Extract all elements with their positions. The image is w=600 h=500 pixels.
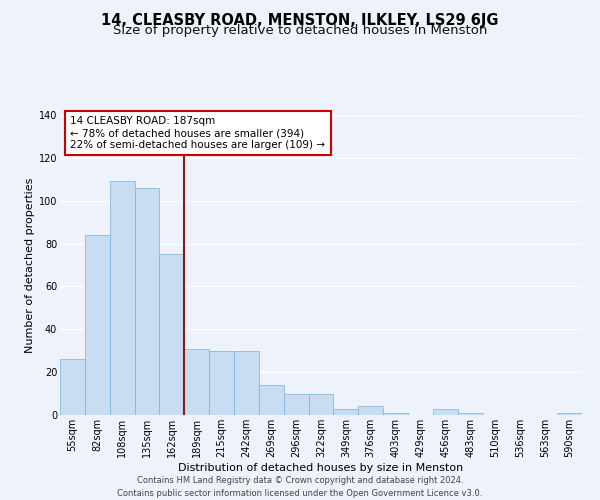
Bar xyxy=(358,406,383,415)
Text: 14, CLEASBY ROAD, MENSTON, ILKLEY, LS29 6JG: 14, CLEASBY ROAD, MENSTON, ILKLEY, LS29 … xyxy=(101,12,499,28)
Bar xyxy=(383,413,408,415)
Bar xyxy=(557,413,582,415)
Text: 14 CLEASBY ROAD: 187sqm
← 78% of detached houses are smaller (394)
22% of semi-d: 14 CLEASBY ROAD: 187sqm ← 78% of detache… xyxy=(70,116,325,150)
Bar xyxy=(284,394,308,415)
Y-axis label: Number of detached properties: Number of detached properties xyxy=(25,178,35,352)
Bar xyxy=(85,235,110,415)
Bar xyxy=(259,385,284,415)
Text: Contains HM Land Registry data © Crown copyright and database right 2024.
Contai: Contains HM Land Registry data © Crown c… xyxy=(118,476,482,498)
Bar xyxy=(134,188,160,415)
Bar xyxy=(308,394,334,415)
Bar xyxy=(110,182,134,415)
Bar xyxy=(209,350,234,415)
Bar xyxy=(433,408,458,415)
Bar xyxy=(234,350,259,415)
X-axis label: Distribution of detached houses by size in Menston: Distribution of detached houses by size … xyxy=(178,462,464,472)
Bar xyxy=(334,408,358,415)
Bar xyxy=(160,254,184,415)
Bar xyxy=(184,348,209,415)
Bar xyxy=(458,413,482,415)
Text: Size of property relative to detached houses in Menston: Size of property relative to detached ho… xyxy=(113,24,487,37)
Bar xyxy=(60,360,85,415)
